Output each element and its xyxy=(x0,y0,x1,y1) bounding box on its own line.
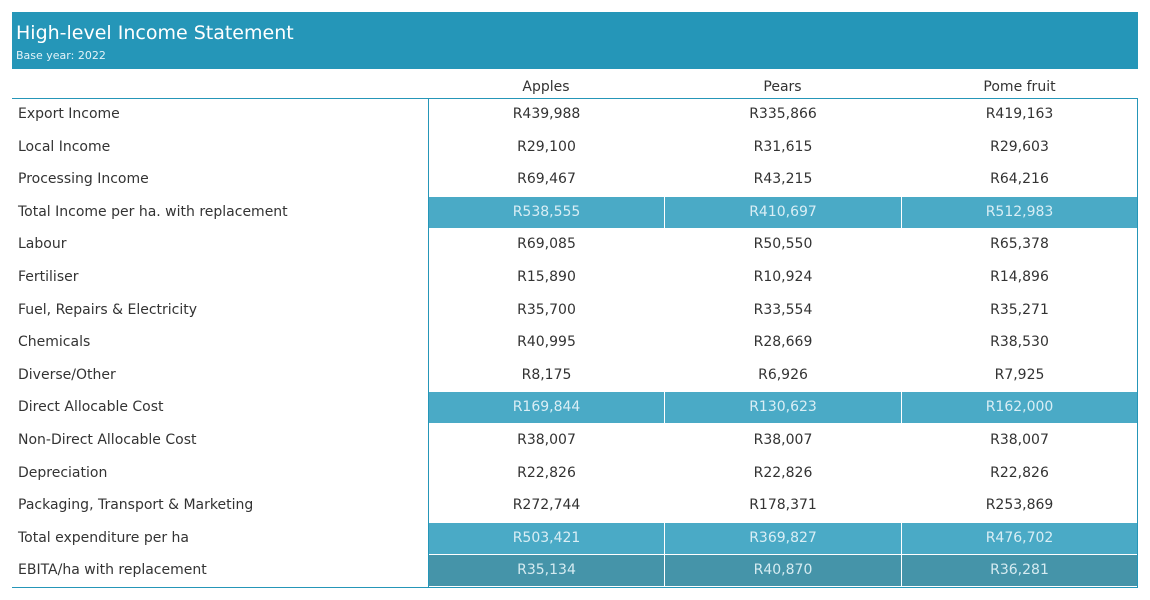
table-cell[interactable]: R253,869 xyxy=(985,497,1054,513)
table-cell[interactable]: R22,826 xyxy=(517,465,576,481)
table-cell[interactable]: R28,669 xyxy=(753,334,813,350)
table-cell[interactable]: R40,870 xyxy=(665,555,901,586)
table-cell[interactable]: R503,421 xyxy=(429,523,664,554)
table-cell[interactable]: R69,085 xyxy=(517,236,576,252)
table-cell[interactable]: R40,995 xyxy=(517,334,576,350)
table-cell[interactable]: R22,826 xyxy=(753,465,813,481)
row-label: EBITA/ha with replacement xyxy=(18,562,207,578)
header-banner: High-level Income Statement Base year: 2… xyxy=(12,12,1138,69)
table-cell[interactable]: R130,623 xyxy=(665,392,901,423)
table-cell[interactable]: R35,271 xyxy=(990,302,1049,318)
row-label: Labour xyxy=(18,236,67,252)
table-cell[interactable]: R29,100 xyxy=(517,139,576,155)
table-cell[interactable]: R10,924 xyxy=(753,269,813,285)
table-cell[interactable]: R35,700 xyxy=(517,302,576,318)
table-cell[interactable]: R6,926 xyxy=(758,367,808,383)
row-label: Fuel, Repairs & Electricity xyxy=(18,302,198,318)
table-cell[interactable]: R512,983 xyxy=(902,197,1137,228)
row-label: Direct Allocable Cost xyxy=(18,399,164,415)
table-cell[interactable]: R64,216 xyxy=(990,171,1049,187)
table-cell[interactable]: R178,371 xyxy=(749,497,817,513)
data-grid: R439,988 R335,866 R419,163 R29,100 R31,615 R2… xyxy=(428,99,1138,587)
page-subtitle: Base year: 2022 xyxy=(16,49,106,62)
table-cell[interactable]: R22,826 xyxy=(990,465,1049,481)
table-cell[interactable]: R38,007 xyxy=(517,432,576,448)
row-label: Chemicals xyxy=(18,334,91,350)
table-cell[interactable]: R419,163 xyxy=(985,106,1054,122)
table-cell[interactable]: R538,555 xyxy=(429,197,664,228)
table-cell[interactable]: R38,530 xyxy=(990,334,1049,350)
table-cell[interactable]: R335,866 xyxy=(749,106,817,122)
table-cell[interactable]: R65,378 xyxy=(990,236,1049,252)
page-title: High-level Income Statement xyxy=(16,22,294,44)
table-cell[interactable]: R169,844 xyxy=(429,392,664,423)
row-label: Non-Direct Allocable Cost xyxy=(18,432,197,448)
column-header-pears[interactable]: Pears xyxy=(763,79,802,95)
row-label: Fertiliser xyxy=(18,269,79,285)
table-cell[interactable]: R35,134 xyxy=(429,555,664,586)
row-label: Export Income xyxy=(18,106,120,122)
row-label: Depreciation xyxy=(18,465,108,481)
table-cell[interactable]: R69,467 xyxy=(517,171,576,187)
table-cell[interactable]: R14,896 xyxy=(990,269,1049,285)
row-label: Total expenditure per ha xyxy=(18,530,189,546)
table-cell[interactable]: R410,697 xyxy=(665,197,901,228)
table-cell[interactable]: R7,925 xyxy=(994,367,1045,383)
table-cell[interactable]: R38,007 xyxy=(990,432,1049,448)
table-cell[interactable]: R43,215 xyxy=(753,171,813,187)
table-cell[interactable]: R162,000 xyxy=(902,392,1137,423)
table-cell[interactable]: R38,007 xyxy=(753,432,813,448)
row-label: Local Income xyxy=(18,139,111,155)
row-label: Packaging, Transport & Marketing xyxy=(18,497,254,513)
table-cell[interactable]: R439,988 xyxy=(512,106,581,122)
table-cell[interactable]: R8,175 xyxy=(521,367,572,383)
table-top-border xyxy=(12,98,1138,99)
row-label: Processing Income xyxy=(18,171,149,187)
column-header-pome-fruit[interactable]: Pome fruit xyxy=(983,79,1056,95)
table-cell[interactable]: R369,827 xyxy=(665,523,901,554)
table-bottom-border xyxy=(12,587,1138,588)
row-label: Diverse/Other xyxy=(18,367,116,383)
table-cell[interactable]: R33,554 xyxy=(753,302,813,318)
table-cell[interactable]: R29,603 xyxy=(990,139,1049,155)
table-cell[interactable]: R36,281 xyxy=(902,555,1137,586)
table-cell[interactable]: R476,702 xyxy=(902,523,1137,554)
table-cell[interactable]: R31,615 xyxy=(753,139,813,155)
table-cell[interactable]: R272,744 xyxy=(512,497,581,513)
table-cell[interactable]: R50,550 xyxy=(753,236,813,252)
column-header-apples[interactable]: Apples xyxy=(522,79,570,95)
table-cell[interactable]: R15,890 xyxy=(517,269,576,285)
row-label: Total Income per ha. with replacement xyxy=(18,204,288,220)
